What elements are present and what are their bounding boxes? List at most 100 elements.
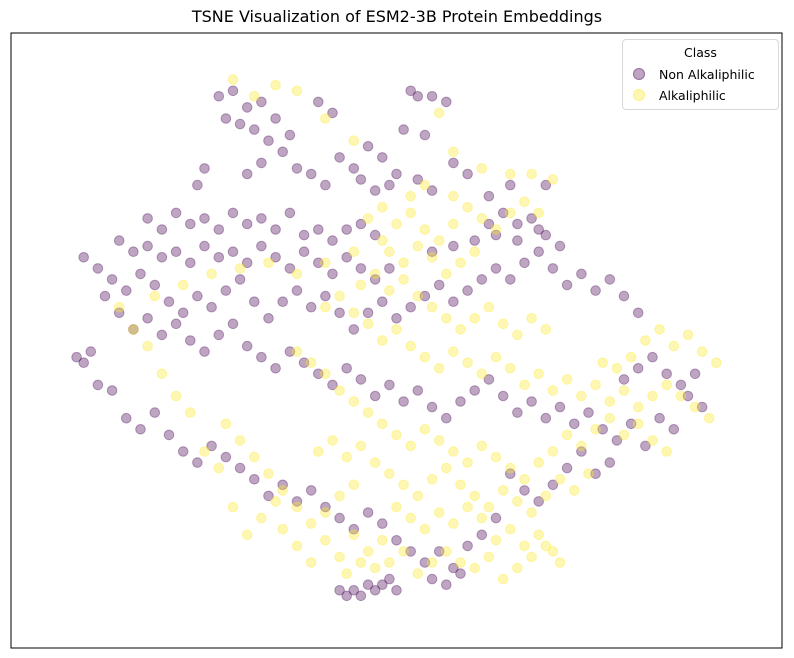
point-non-alkaliphilic bbox=[177, 446, 189, 457]
point-non-alkaliphilic bbox=[483, 190, 495, 202]
point-alkaliphilic bbox=[426, 251, 438, 263]
point-non-alkaliphilic bbox=[128, 324, 139, 335]
point-non-alkaliphilic bbox=[448, 157, 459, 169]
point-alkaliphilic bbox=[632, 401, 644, 413]
point-non-alkaliphilic bbox=[305, 485, 317, 496]
point-alkaliphilic bbox=[519, 540, 530, 552]
point-alkaliphilic bbox=[377, 202, 388, 213]
point-non-alkaliphilic bbox=[533, 496, 545, 507]
point-alkaliphilic bbox=[277, 523, 289, 535]
point-non-alkaliphilic bbox=[241, 257, 253, 269]
point-alkaliphilic bbox=[540, 540, 552, 552]
point-alkaliphilic bbox=[483, 301, 495, 313]
point-non-alkaliphilic bbox=[569, 418, 580, 430]
point-non-alkaliphilic bbox=[533, 246, 545, 257]
point-non-alkaliphilic bbox=[263, 135, 274, 146]
point-non-alkaliphilic bbox=[263, 490, 274, 502]
point-non-alkaliphilic bbox=[135, 424, 146, 435]
point-alkaliphilic bbox=[448, 218, 459, 230]
point-non-alkaliphilic bbox=[618, 374, 630, 385]
point-non-alkaliphilic bbox=[398, 124, 409, 135]
point-non-alkaliphilic bbox=[540, 229, 552, 241]
point-alkaliphilic bbox=[334, 385, 345, 396]
point-non-alkaliphilic bbox=[590, 468, 601, 480]
point-alkaliphilic bbox=[647, 435, 658, 446]
point-non-alkaliphilic bbox=[547, 479, 559, 491]
point-non-alkaliphilic bbox=[220, 113, 232, 124]
point-non-alkaliphilic bbox=[362, 141, 374, 152]
point-non-alkaliphilic bbox=[348, 585, 360, 596]
point-alkaliphilic bbox=[355, 440, 367, 452]
point-non-alkaliphilic bbox=[99, 290, 111, 302]
point-non-alkaliphilic bbox=[355, 263, 367, 274]
point-non-alkaliphilic bbox=[327, 107, 338, 119]
point-alkaliphilic bbox=[497, 485, 509, 496]
point-non-alkaliphilic bbox=[654, 412, 665, 424]
point-alkaliphilic bbox=[348, 396, 360, 407]
point-alkaliphilic bbox=[291, 540, 303, 552]
point-alkaliphilic bbox=[540, 324, 552, 335]
point-alkaliphilic bbox=[398, 546, 409, 557]
point-alkaliphilic bbox=[590, 424, 601, 435]
point-alkaliphilic bbox=[398, 257, 409, 269]
point-alkaliphilic bbox=[512, 562, 523, 574]
point-alkaliphilic bbox=[320, 113, 331, 124]
point-non-alkaliphilic bbox=[505, 468, 516, 480]
point-non-alkaliphilic bbox=[412, 91, 424, 102]
point-alkaliphilic bbox=[426, 557, 438, 568]
point-non-alkaliphilic bbox=[270, 363, 281, 374]
point-non-alkaliphilic bbox=[597, 424, 609, 435]
point-alkaliphilic bbox=[313, 446, 324, 457]
point-alkaliphilic bbox=[640, 335, 651, 346]
point-non-alkaliphilic bbox=[327, 379, 338, 391]
point-alkaliphilic bbox=[462, 202, 473, 213]
point-alkaliphilic bbox=[405, 440, 417, 452]
point-non-alkaliphilic bbox=[277, 296, 289, 308]
point-non-alkaliphilic bbox=[341, 224, 353, 235]
point-alkaliphilic bbox=[384, 557, 395, 568]
point-alkaliphilic bbox=[277, 485, 289, 496]
point-non-alkaliphilic bbox=[341, 363, 353, 374]
point-non-alkaliphilic bbox=[234, 274, 246, 285]
point-non-alkaliphilic bbox=[540, 412, 552, 424]
point-non-alkaliphilic bbox=[128, 246, 139, 257]
point-alkaliphilic bbox=[348, 307, 360, 319]
point-non-alkaliphilic bbox=[462, 168, 473, 180]
point-non-alkaliphilic bbox=[149, 279, 161, 291]
point-alkaliphilic bbox=[448, 190, 459, 202]
point-alkaliphilic bbox=[583, 468, 594, 480]
point-non-alkaliphilic bbox=[185, 218, 196, 230]
point-non-alkaliphilic bbox=[355, 590, 367, 602]
legend-marker-alkaliphilic bbox=[633, 89, 645, 101]
point-non-alkaliphilic bbox=[291, 496, 303, 507]
point-alkaliphilic bbox=[391, 429, 402, 441]
point-alkaliphilic bbox=[412, 568, 424, 579]
point-non-alkaliphilic bbox=[185, 335, 196, 346]
point-non-alkaliphilic bbox=[512, 235, 523, 246]
point-non-alkaliphilic bbox=[377, 152, 388, 163]
point-non-alkaliphilic bbox=[156, 224, 168, 235]
point-alkaliphilic bbox=[526, 168, 537, 180]
point-alkaliphilic bbox=[348, 135, 360, 146]
point-non-alkaliphilic bbox=[192, 457, 203, 468]
point-non-alkaliphilic bbox=[526, 396, 537, 407]
point-alkaliphilic bbox=[305, 557, 317, 568]
point-alkaliphilic bbox=[618, 429, 630, 441]
point-alkaliphilic bbox=[291, 501, 303, 513]
point-alkaliphilic bbox=[334, 490, 345, 502]
point-alkaliphilic bbox=[341, 451, 353, 463]
point-non-alkaliphilic bbox=[490, 229, 502, 241]
point-non-alkaliphilic bbox=[142, 213, 153, 224]
point-alkaliphilic bbox=[476, 213, 488, 224]
point-non-alkaliphilic bbox=[341, 590, 353, 602]
point-non-alkaliphilic bbox=[256, 240, 267, 252]
point-non-alkaliphilic bbox=[384, 263, 395, 274]
point-non-alkaliphilic bbox=[199, 163, 210, 174]
point-alkaliphilic bbox=[512, 496, 523, 507]
point-alkaliphilic bbox=[455, 257, 466, 269]
point-alkaliphilic bbox=[199, 446, 210, 457]
point-alkaliphilic bbox=[419, 424, 431, 435]
point-non-alkaliphilic bbox=[213, 91, 225, 102]
point-non-alkaliphilic bbox=[526, 213, 537, 224]
point-alkaliphilic bbox=[305, 357, 317, 369]
